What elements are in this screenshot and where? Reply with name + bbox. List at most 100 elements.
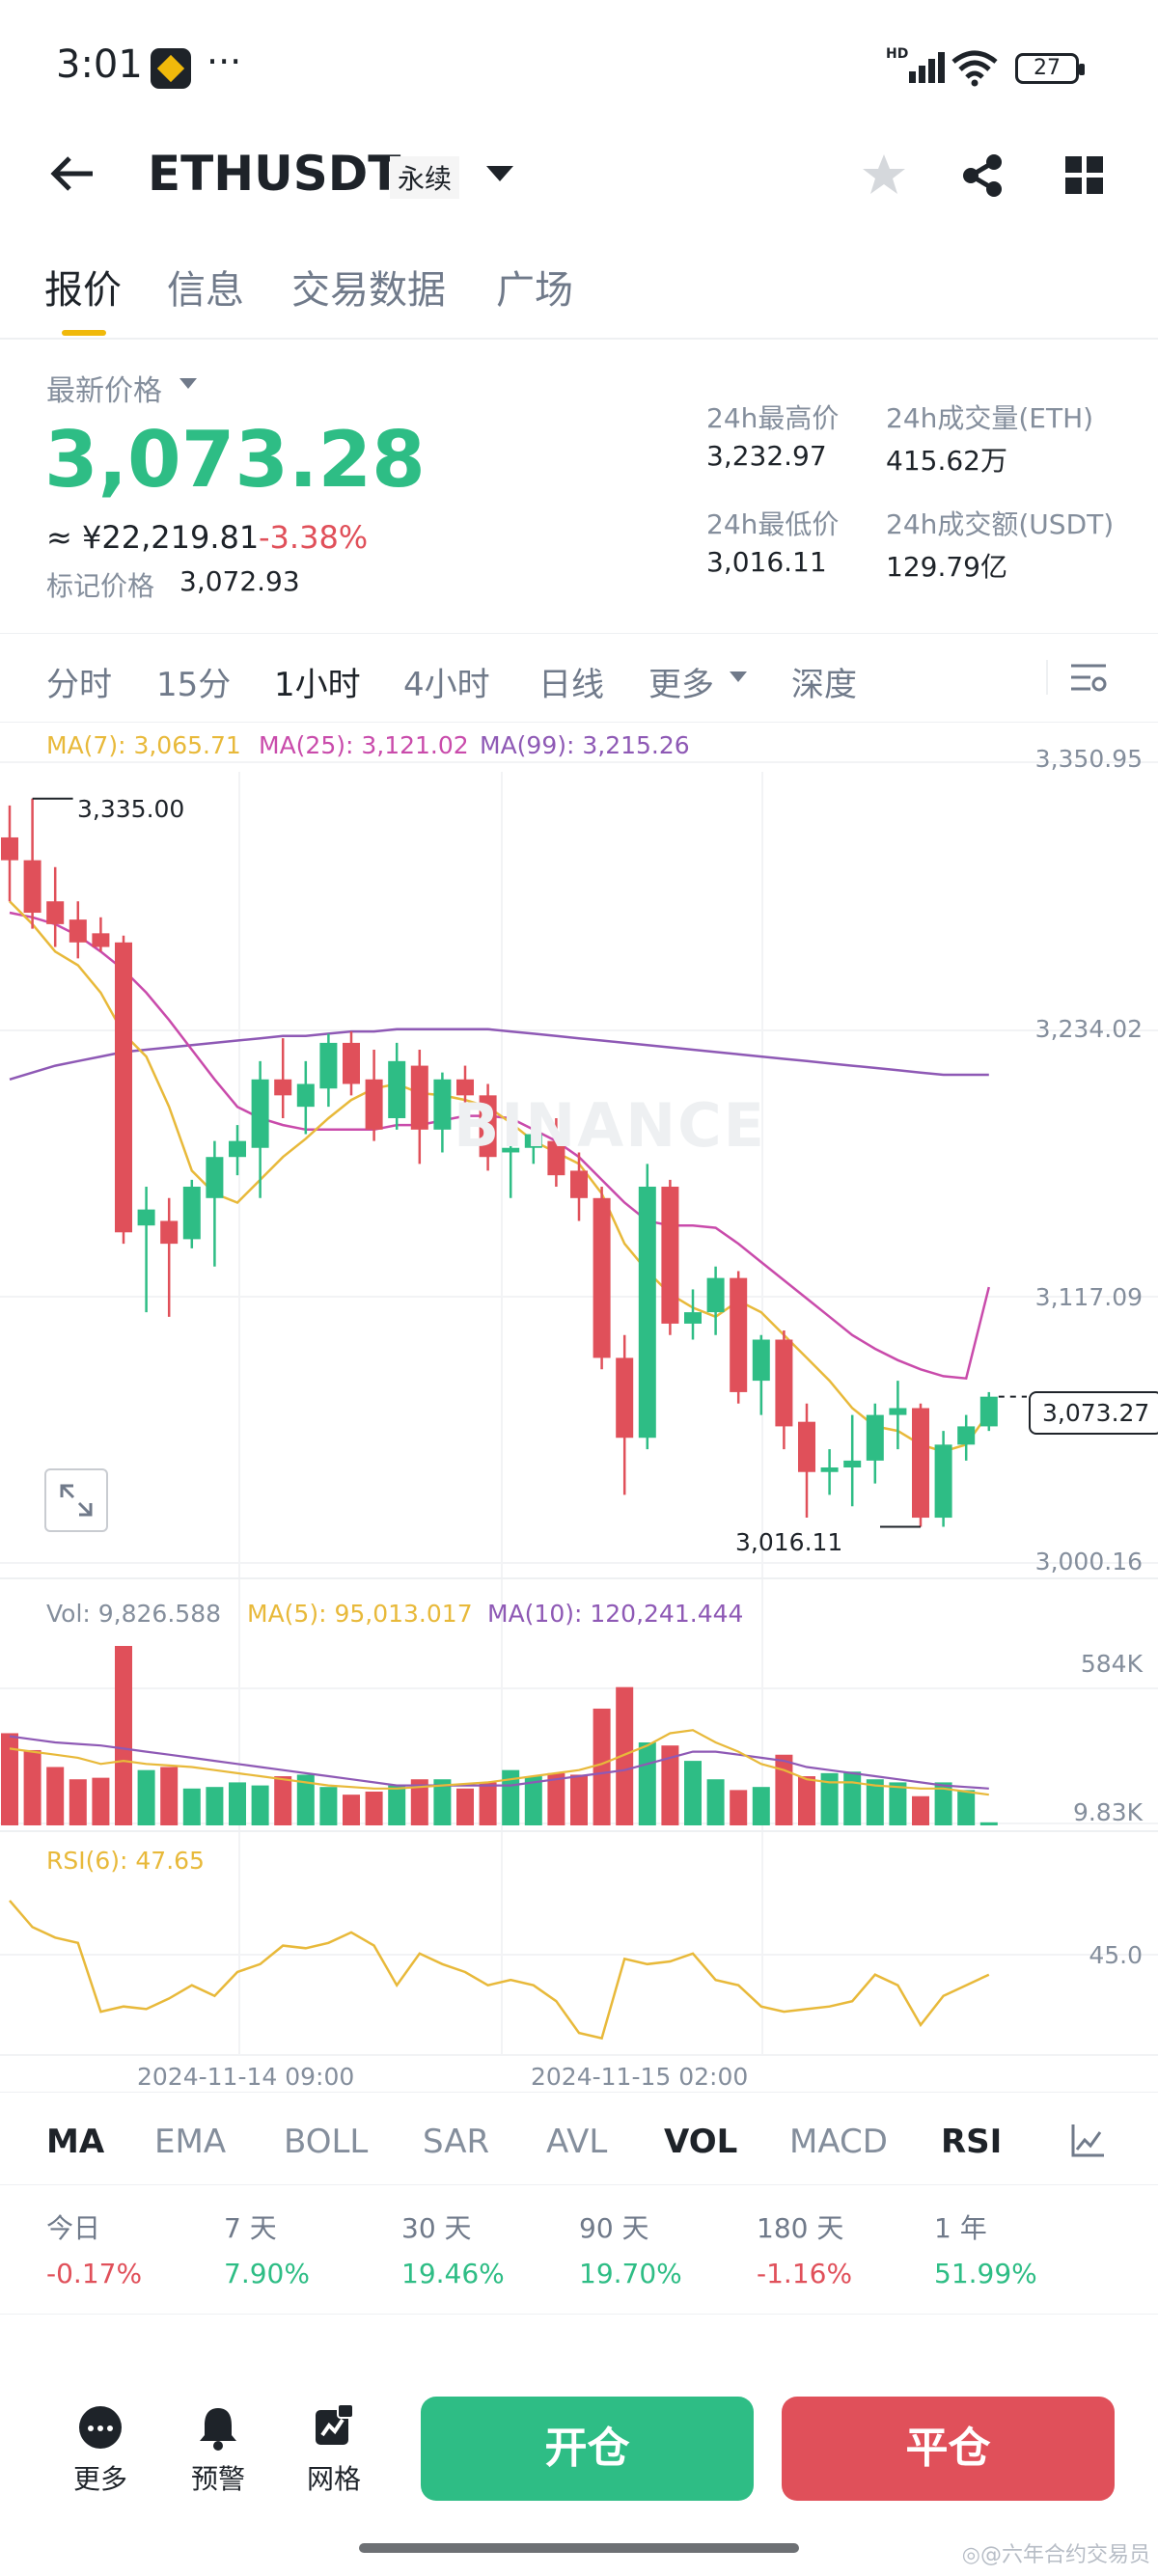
tab-quote[interactable]: 报价: [44, 268, 122, 313]
candle-body: [730, 1277, 748, 1392]
volume-bar: [433, 1779, 452, 1825]
footer-watermark: ◎@六年合约交易员: [961, 2543, 1150, 2567]
open-position-button[interactable]: 开仓: [421, 2397, 754, 2501]
low-price-annotation: 3,016.11: [735, 1528, 843, 1556]
perf-label-1y: 1 年: [934, 2212, 987, 2244]
timeframe-more[interactable]: 更多: [648, 666, 714, 704]
timeframe-15m[interactable]: 15分: [156, 666, 232, 704]
kline-chart[interactable]: [0, 722, 1158, 2092]
volume-bar: [957, 1790, 976, 1825]
volume-bar: [1, 1733, 18, 1825]
bell-icon[interactable]: [197, 2404, 239, 2454]
status-overflow-dots: ···: [207, 41, 242, 83]
symbol-title[interactable]: ETHUSDT: [148, 146, 401, 202]
candle-body: [547, 1140, 565, 1176]
status-time: 3:01: [56, 42, 143, 87]
candle-body: [274, 1079, 292, 1096]
indicator-boll[interactable]: BOLL: [284, 2123, 369, 2161]
candle-body: [46, 901, 65, 924]
indicator-macd[interactable]: MACD: [789, 2123, 888, 2161]
indicator-vol[interactable]: VOL: [664, 2123, 738, 2161]
grid-trading-icon[interactable]: [313, 2402, 355, 2451]
volume-ma5-line: [9, 1729, 989, 1796]
volume-bar: [160, 1767, 179, 1825]
mark-price-label: 标记价格: [46, 570, 155, 602]
close-position-button[interactable]: 平仓: [782, 2397, 1115, 2501]
nav-alert-label[interactable]: 预警: [190, 2463, 245, 2495]
candle-body: [889, 1408, 907, 1415]
volume-bar: [296, 1774, 315, 1825]
more-dropdown-icon[interactable]: [730, 671, 747, 682]
symbol-dropdown-icon[interactable]: [486, 166, 513, 181]
indicator-ema[interactable]: EMA: [154, 2123, 227, 2161]
indicator-avl[interactable]: AVL: [546, 2123, 608, 2161]
candle-body: [912, 1408, 929, 1519]
indicator-rsi[interactable]: RSI: [941, 2123, 1003, 2161]
current-price-tag[interactable]: 3,073.27: [1029, 1391, 1158, 1435]
timeframe-4h[interactable]: 4小时: [403, 666, 490, 704]
fullscreen-expand-icon[interactable]: [44, 1468, 108, 1532]
perf-label-7d: 7 天: [224, 2212, 277, 2244]
ma25-legend: MA(25): 3,121.02: [259, 731, 469, 759]
candle-body: [69, 919, 87, 943]
candle-body: [182, 1186, 201, 1240]
price-change: -3.38%: [259, 519, 369, 556]
indicator-sar[interactable]: SAR: [423, 2123, 490, 2161]
tabs-divider: [0, 338, 1158, 340]
nav-more-label[interactable]: 更多: [72, 2463, 127, 2495]
favorite-star-icon[interactable]: [861, 152, 907, 201]
candle-body: [365, 1079, 383, 1130]
candle-body: [570, 1170, 588, 1198]
more-icon[interactable]: [79, 2406, 122, 2449]
volume-axis-label: 9.83K: [1072, 1798, 1143, 1826]
indicator-ma[interactable]: MA: [46, 2123, 105, 2161]
battery-level: 27: [1034, 56, 1061, 80]
timeframe-top-divider: [0, 633, 1158, 634]
candle-body: [524, 1134, 542, 1148]
volume-axis-label: 584K: [1080, 1650, 1143, 1678]
tab-square[interactable]: 广场: [496, 268, 573, 313]
perf-value-30d: 19.46%: [401, 2258, 505, 2289]
candle-body: [934, 1444, 952, 1519]
volume-usdt-label: 24h成交额(USDT): [886, 508, 1115, 540]
timeframe-1d[interactable]: 日线: [538, 666, 604, 704]
timeframe-depth[interactable]: 深度: [791, 666, 857, 704]
back-arrow-icon[interactable]: [48, 154, 96, 197]
ma99-line: [9, 1028, 989, 1081]
timeframe-line[interactable]: 分时: [46, 666, 112, 704]
volume-bar: [524, 1776, 542, 1825]
timeframe-1h[interactable]: 1小时: [274, 666, 361, 704]
volume-bar: [889, 1782, 907, 1825]
binance-watermark: BINANCE: [454, 1090, 766, 1161]
volume-ma5-legend: MA(5): 95,013.017: [247, 1600, 473, 1628]
indicator-settings-icon[interactable]: [1069, 2123, 1106, 2163]
volume-bar: [616, 1686, 634, 1825]
volume-bar: [23, 1749, 41, 1825]
candle-body: [296, 1083, 315, 1108]
wifi-icon: [951, 48, 999, 91]
candle-body: [206, 1157, 224, 1198]
last-price-label[interactable]: 最新价格: [46, 374, 162, 408]
candle-body: [957, 1426, 976, 1445]
price-axis-label: 3,117.09: [1034, 1283, 1143, 1311]
volume-bar: [593, 1708, 611, 1825]
high-price-annotation: 3,335.00: [77, 795, 185, 823]
time-axis-label: 2024-11-15 02:00: [531, 2063, 749, 2091]
price-label-dropdown-icon[interactable]: [179, 378, 197, 389]
mark-price-value: 3,072.93: [179, 565, 300, 597]
volume-bar: [115, 1646, 132, 1825]
candle-body: [798, 1421, 815, 1472]
volume-bar: [547, 1772, 565, 1825]
home-indicator[interactable]: [359, 2543, 799, 2553]
chart-settings-icon[interactable]: [1069, 662, 1108, 699]
nav-grid-label[interactable]: 网格: [306, 2463, 361, 2495]
ma7-line: [9, 900, 990, 1453]
tab-info[interactable]: 信息: [167, 268, 244, 313]
tab-trading-data[interactable]: 交易数据: [291, 268, 446, 313]
share-icon[interactable]: [959, 152, 1006, 203]
volume-bar: [410, 1779, 428, 1825]
volume-usdt-value: 129.79亿: [886, 551, 1007, 583]
grid-menu-icon[interactable]: [1065, 156, 1104, 199]
candle-body: [92, 933, 110, 947]
candle-body: [229, 1140, 246, 1158]
